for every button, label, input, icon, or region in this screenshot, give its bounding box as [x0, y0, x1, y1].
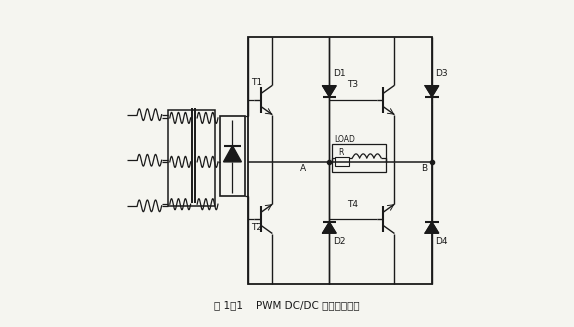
Bar — [220, 116, 245, 196]
Text: T1: T1 — [251, 78, 262, 87]
Text: D2: D2 — [333, 237, 346, 246]
Polygon shape — [223, 146, 242, 162]
Polygon shape — [425, 222, 439, 233]
Bar — [332, 144, 386, 172]
Text: D4: D4 — [435, 237, 448, 246]
Text: D3: D3 — [435, 69, 448, 78]
Bar — [248, 37, 432, 284]
Polygon shape — [425, 86, 439, 97]
Text: R: R — [338, 148, 343, 157]
Text: D1: D1 — [333, 69, 346, 78]
Text: 图 1－1    PWM DC/DC 电源拓扑结构: 图 1－1 PWM DC/DC 电源拓扑结构 — [214, 300, 360, 310]
Text: A: A — [300, 164, 306, 173]
Text: T2: T2 — [251, 223, 262, 232]
Bar — [335, 157, 349, 166]
Text: T3: T3 — [347, 80, 358, 89]
Text: T4: T4 — [347, 200, 358, 210]
Text: B: B — [421, 164, 427, 173]
Bar — [168, 110, 215, 206]
Text: LOAD: LOAD — [334, 135, 355, 144]
Polygon shape — [323, 222, 336, 233]
Polygon shape — [323, 86, 336, 97]
